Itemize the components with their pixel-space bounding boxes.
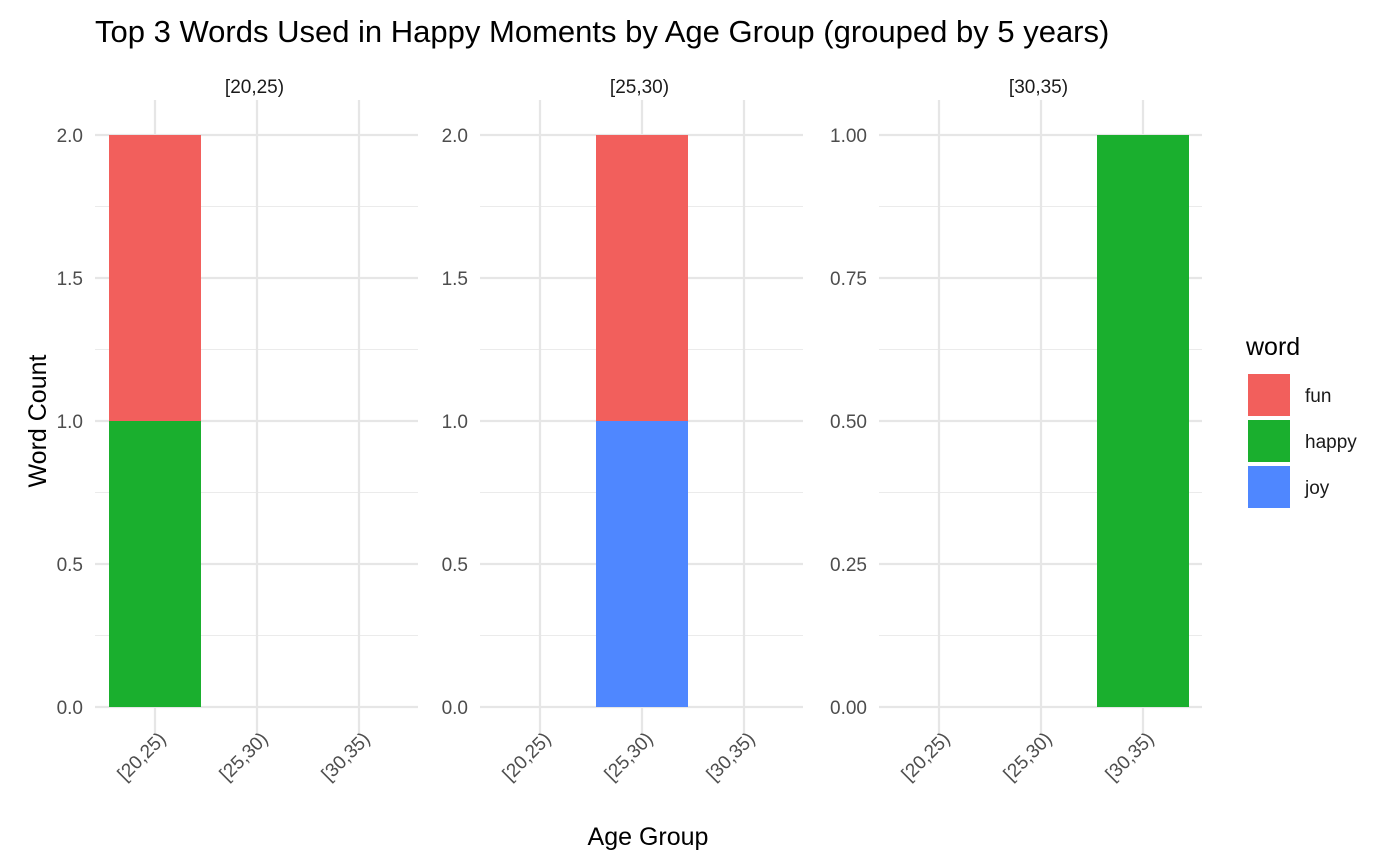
y-tick-label: 1.5 [442,269,468,290]
legend-key [1248,420,1290,462]
legend-items: fun happy joy [1248,374,1357,508]
bar-segment-joy [596,421,688,707]
y-tick-label: 0.75 [830,269,867,290]
y-tick-label: 2.0 [442,126,468,147]
y-tick-label: 1.00 [830,126,867,147]
legend-item-joy: joy [1248,466,1330,508]
legend-item-happy: happy [1248,420,1357,462]
legend-label: happy [1305,432,1357,453]
y-tick-label: 0.00 [830,698,867,719]
legend-label: fun [1305,386,1331,407]
y-tick-label: 2.0 [57,126,83,147]
x-tick-label: [30,35) [703,729,760,786]
facet-strip-label: [20,25) [225,77,284,98]
y-tick-label: 0.25 [830,555,867,576]
x-axis-title: Age Group [588,823,709,851]
legend-key [1248,466,1290,508]
legend: word fun happy joy [1245,333,1357,508]
bar-segment-fun [596,135,688,421]
facet-strip-label: [25,30) [610,77,669,98]
y-tick-label: 1.0 [57,412,83,433]
x-tick-label: [30,35) [1102,729,1159,786]
legend-item-fun: fun [1248,374,1331,416]
legend-label: joy [1304,478,1330,499]
chart-title: Top 3 Words Used in Happy Moments by Age… [95,14,1109,49]
y-tick-label: 0.0 [442,698,468,719]
x-tick-label: [25,30) [1000,729,1057,786]
legend-key [1248,374,1290,416]
y-tick-label: 1.5 [57,269,83,290]
y-tick-label: 0.5 [57,555,83,576]
x-tick-label: [20,25) [898,729,955,786]
x-tick-label: [20,25) [114,729,171,786]
facet-panel: 0.00 0.25 0.50 0.75 1.00 [20,25) [25,30) [30,35… [830,77,1202,785]
x-tick-label: [25,30) [601,729,658,786]
y-tick-label: 0.5 [442,555,468,576]
facet-panel: 0.0 0.5 1.0 1.5 2.0 [20,25) [25,30) [30,35) [20,… [57,77,418,785]
x-tick-label: [30,35) [318,729,375,786]
y-axis-title: Word Count [24,354,52,487]
facet-panel: 0.0 0.5 1.0 1.5 2.0 [20,25) [25,30) [30,35) [25,… [442,77,803,785]
facet-panels: 0.0 0.5 1.0 1.5 2.0 [20,25) [25,30) [30,35) [20,… [57,77,1202,785]
y-tick-label: 1.0 [442,412,468,433]
x-tick-label: [25,30) [216,729,273,786]
bar-segment-happy [1097,135,1189,707]
y-tick-label: 0.50 [830,412,867,433]
y-tick-label: 0.0 [57,698,83,719]
facet-strip-label: [30,35) [1009,77,1068,98]
bar-segment-fun [109,135,201,421]
bar-segment-happy [109,421,201,707]
x-tick-label: [20,25) [499,729,556,786]
legend-title: word [1245,333,1300,361]
